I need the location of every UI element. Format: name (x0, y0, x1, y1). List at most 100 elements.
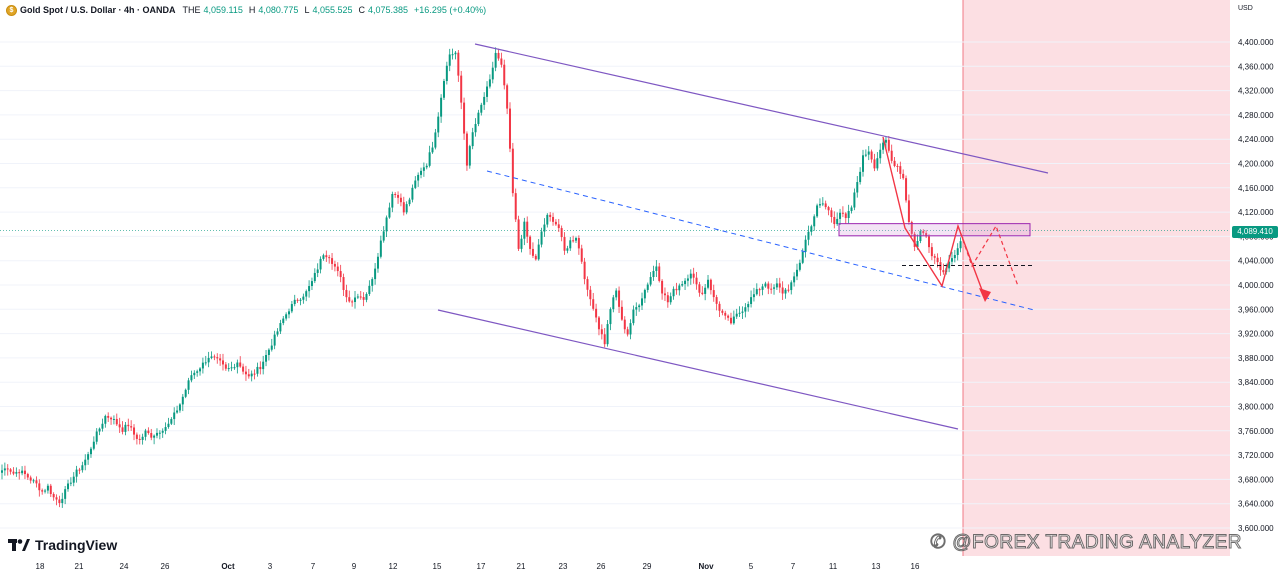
price-axis-tick-label: 4,320.000 (1238, 87, 1274, 96)
author-watermark: ✆ @FOREX TRADING ANALYZER (929, 531, 1242, 554)
candle-body (130, 426, 133, 428)
candle-body (818, 204, 821, 206)
candle-body (219, 358, 222, 361)
candle-body (368, 285, 371, 295)
candle-body (178, 404, 181, 411)
candle-body (1, 470, 3, 473)
time-axis-tick-label: 12 (389, 562, 398, 571)
candle-body (250, 373, 253, 377)
candle-body (950, 258, 953, 262)
symbol-title[interactable]: Gold Spot / U.S. Dollar · 4h · OANDA (20, 5, 176, 15)
candle-body (620, 306, 623, 320)
projection-path-dashed[interactable] (957, 224, 1019, 287)
candle-body (6, 468, 9, 470)
price-axis-tick-label: 3,640.000 (1238, 500, 1274, 509)
watermark-icon: ✆ (929, 532, 953, 554)
candle-body (445, 65, 448, 82)
price-axis-tick-label: 3,960.000 (1238, 305, 1274, 314)
candle-body (649, 277, 652, 285)
supply-zone-box[interactable] (838, 223, 1031, 237)
candle-body (362, 297, 365, 300)
candle-body (684, 280, 687, 285)
candle-body (514, 193, 517, 220)
candle-body (557, 224, 560, 229)
candle-body (853, 192, 856, 208)
candle-body (939, 262, 942, 271)
candle-body (727, 315, 730, 318)
candle-body (230, 367, 233, 369)
candle-body (959, 241, 962, 249)
candle-body (882, 142, 885, 150)
candle-body (793, 276, 796, 283)
candle-body (451, 54, 454, 56)
candle-body (325, 255, 328, 258)
candle-body (290, 304, 293, 312)
close-value: 4,075.385 (368, 5, 409, 15)
candle-body (500, 58, 503, 65)
candle-body (781, 287, 784, 294)
candle-body (104, 415, 107, 424)
candle-body (420, 170, 423, 175)
candle-body (227, 368, 230, 370)
candle-body (32, 480, 35, 482)
candle-body (523, 221, 526, 239)
candle-body (890, 150, 893, 161)
candle-body (460, 75, 463, 103)
candle-body (844, 213, 847, 219)
candle-body (902, 173, 905, 179)
candle-body (595, 308, 598, 318)
tradingview-logo[interactable]: TradingView (8, 537, 117, 553)
candle-body (150, 433, 153, 438)
upper-channel-line[interactable] (474, 43, 1049, 174)
candle-body (468, 146, 471, 166)
candle-body (612, 297, 615, 310)
candle-body (58, 499, 61, 504)
gold-coin-icon: $ (6, 4, 17, 16)
candle-body (95, 431, 98, 442)
candle-body (503, 64, 506, 86)
candle-body (930, 247, 933, 257)
candle-body (540, 231, 543, 245)
candle-body (270, 345, 273, 350)
candle-body (764, 283, 767, 287)
price-axis-tick-label: 3,760.000 (1238, 427, 1274, 436)
candle-body (675, 288, 678, 291)
time-axis-tick-label: 18 (36, 562, 45, 571)
candle-body (158, 432, 161, 434)
candle-body (187, 380, 190, 390)
candle-body (437, 116, 440, 133)
candle-body (589, 289, 592, 300)
candle-body (365, 294, 368, 300)
candle-body (508, 108, 511, 149)
candle-body (626, 329, 629, 335)
candle-body (712, 290, 715, 298)
lower-channel-line[interactable] (437, 309, 959, 430)
candle-body (310, 281, 313, 287)
price-axis[interactable] (1230, 0, 1280, 574)
candle-body (884, 139, 887, 143)
candle-body (201, 362, 204, 369)
candle-body (893, 160, 896, 166)
dashed-trendline[interactable] (486, 170, 1035, 311)
candle-body (870, 151, 873, 160)
candle-body (770, 288, 773, 290)
candle-body (288, 311, 290, 315)
candle-body (830, 210, 833, 217)
candle-body (26, 474, 29, 478)
projection-path-solid[interactable] (882, 136, 986, 299)
candle-body (658, 266, 661, 281)
candle-body (913, 233, 916, 247)
candle-body (44, 490, 47, 492)
price-axis-tick-label: 3,880.000 (1238, 354, 1274, 363)
price-axis-tick-label: 4,160.000 (1238, 184, 1274, 193)
candle-body (414, 180, 417, 188)
currency-label[interactable]: USD (1238, 5, 1253, 12)
candle-body (738, 312, 741, 314)
candle-body (899, 166, 902, 174)
candle-body (305, 291, 308, 297)
candle-body (425, 165, 428, 168)
candle-body (928, 236, 931, 248)
candle-body (81, 465, 84, 471)
candle-body (319, 258, 322, 270)
